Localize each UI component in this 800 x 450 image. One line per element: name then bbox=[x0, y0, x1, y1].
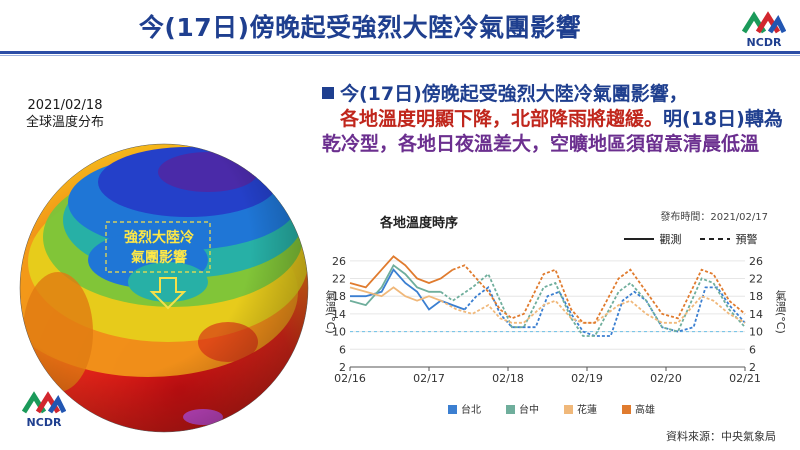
legend-series-label: 台中 bbox=[519, 405, 539, 416]
x-tick-label: 02/18 bbox=[492, 372, 524, 385]
globe-date: 2021/02/18 bbox=[27, 98, 103, 113]
bullet-part3: 明(18日)轉為 bbox=[663, 108, 783, 130]
temperature-globe: 強烈大陸冷 氣團影響 bbox=[18, 142, 310, 434]
header-divider bbox=[0, 51, 800, 54]
ncdr-logo-bottom: NCDR bbox=[14, 390, 74, 430]
y-tick-label: 26 bbox=[332, 255, 346, 268]
y-axis-label-right: 氣溫(°C) bbox=[774, 290, 787, 334]
bullet-text: 今(17日)傍晚起受強烈大陸冷氣團影響， 各地溫度明顯下降，北部降雨將趨緩。明(… bbox=[322, 82, 792, 157]
temperature-chart: 各地溫度時序 發布時間：2021/02/17 2 2 6 6 10 10 14 14 18 18 2… bbox=[320, 200, 790, 450]
globe-caption-text: 全球溫度分布 bbox=[25, 115, 104, 130]
y-tick-label-right: 18 bbox=[749, 290, 763, 303]
legend-dashed-line-icon bbox=[700, 238, 730, 240]
chart-title: 各地溫度時序 bbox=[380, 216, 459, 231]
logo-text-bottom: NCDR bbox=[26, 416, 62, 429]
series-observed-line bbox=[349, 286, 442, 302]
series-observed-line bbox=[349, 255, 454, 289]
legend-series-label: 花蓮 bbox=[577, 405, 597, 416]
y-tick-label: 6 bbox=[339, 343, 346, 356]
x-tick-label: 02/19 bbox=[571, 372, 603, 385]
publish-time: 發布時間：2021/02/17 bbox=[660, 212, 768, 223]
y-tick-label-right: 10 bbox=[749, 326, 763, 339]
legend-observed-label: 觀測 bbox=[659, 233, 682, 246]
y-tick-label-right: 6 bbox=[749, 343, 756, 356]
legend-solid-line-icon bbox=[624, 238, 654, 240]
legend-item-taichung: 台中 bbox=[506, 401, 539, 416]
bullet-part4: 乾冷型，各地日夜溫差大，空曠地區須留意清晨低溫 bbox=[322, 133, 760, 155]
legend-item-hualien: 花蓮 bbox=[564, 401, 597, 416]
legend-series-label: 台北 bbox=[461, 405, 481, 416]
y-tick-label: 18 bbox=[332, 290, 346, 303]
cold-air-annotation: 強烈大陸冷 氣團影響 bbox=[110, 228, 208, 268]
ncdr-logo-bottom-icon bbox=[22, 391, 66, 414]
series-forecast-line bbox=[452, 264, 746, 324]
x-tick-label: 02/20 bbox=[650, 372, 682, 385]
bullet-part2: 各地溫度明顯下降，北部降雨將趨緩。 bbox=[340, 108, 664, 130]
legend-swatch bbox=[448, 405, 457, 414]
header-divider-thin bbox=[0, 55, 800, 56]
globe-caption: 2021/02/18 全球溫度分布 bbox=[10, 97, 120, 131]
logo-text: NCDR bbox=[746, 36, 782, 49]
y-tick-label: 14 bbox=[332, 308, 346, 321]
y-tick-label: 2 bbox=[339, 361, 346, 374]
series-observed-line bbox=[349, 263, 441, 307]
y-tick-label-right: 22 bbox=[749, 273, 763, 286]
legend-series-label: 高雄 bbox=[635, 405, 655, 416]
x-tick-label: 02/21 bbox=[729, 372, 761, 385]
legend-forecast-label: 預警 bbox=[735, 233, 758, 246]
annotation-line1: 強烈大陸冷 bbox=[124, 230, 194, 246]
series-forecast-line bbox=[440, 295, 746, 324]
x-tick-label: 02/17 bbox=[413, 372, 445, 385]
x-tick-label: 02/16 bbox=[334, 372, 366, 385]
legend-item-taipei: 台北 bbox=[448, 401, 481, 416]
y-tick-label: 22 bbox=[332, 273, 346, 286]
series-forecast-line bbox=[440, 272, 746, 337]
data-source: 資料來源：中央氣象局 bbox=[666, 430, 776, 443]
y-tick-label-right: 14 bbox=[749, 308, 763, 321]
legend-forecast: 預警 bbox=[700, 231, 758, 247]
ncdr-logo: NCDR bbox=[734, 10, 794, 50]
globe-image bbox=[19, 143, 309, 433]
legend-swatch bbox=[564, 405, 573, 414]
y-tick-label-right: 2 bbox=[749, 361, 756, 374]
legend-swatch bbox=[622, 405, 631, 414]
header: 今(17日)傍晚起受強烈大陸冷氣團影響 bbox=[0, 0, 800, 56]
page-title: 今(17日)傍晚起受強烈大陸冷氣團影響 bbox=[138, 13, 582, 42]
legend-swatch bbox=[506, 405, 515, 414]
series-forecast-line bbox=[463, 286, 746, 337]
legend-observed: 觀測 bbox=[624, 231, 682, 247]
annotation-line2: 氣團影響 bbox=[131, 250, 187, 266]
bullet-part1: 今(17日)傍晚起受強烈大陸冷氣團影響， bbox=[340, 83, 688, 105]
legend-item-kaohsiung: 高雄 bbox=[622, 401, 655, 416]
bullet-square-icon bbox=[322, 87, 334, 99]
y-axis-label-left: 氣溫(°C) bbox=[324, 290, 337, 334]
y-tick-label-right: 26 bbox=[749, 255, 763, 268]
y-tick-label: 10 bbox=[332, 326, 346, 339]
ncdr-logo-icon bbox=[742, 11, 786, 34]
